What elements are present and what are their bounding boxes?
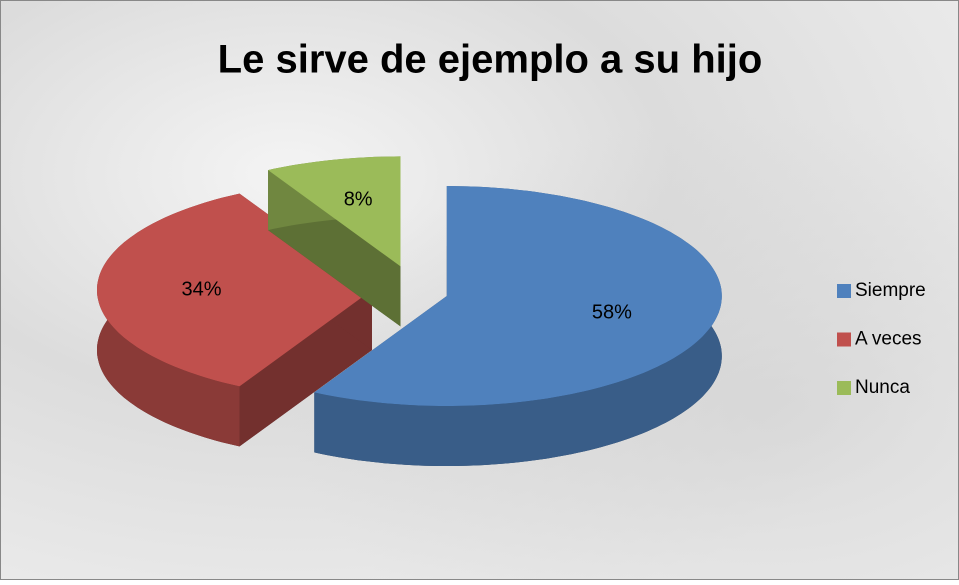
pie-slice bbox=[314, 186, 722, 406]
legend-label: Siempre bbox=[855, 280, 926, 301]
pie-slice bbox=[268, 156, 401, 267]
data-label: 8% bbox=[344, 189, 373, 211]
legend-label: Nunca bbox=[855, 377, 910, 398]
slice-side bbox=[239, 290, 372, 447]
legend-swatch bbox=[837, 332, 851, 347]
legend-swatch bbox=[837, 284, 851, 298]
data-label: 34% bbox=[181, 278, 221, 300]
legend-swatch bbox=[837, 381, 851, 395]
data-label: 58% bbox=[592, 301, 632, 323]
legend-label: A veces bbox=[855, 329, 922, 350]
chart-title: Le sirve de ejemplo a su hijo bbox=[218, 38, 763, 82]
